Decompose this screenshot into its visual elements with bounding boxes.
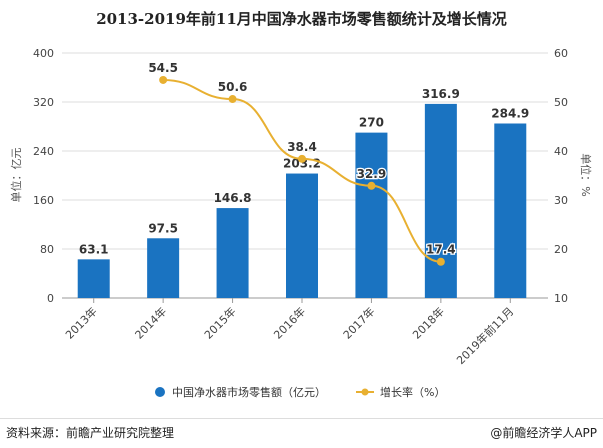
- growth-point: [228, 95, 237, 104]
- y-tick-label: 240: [33, 145, 54, 158]
- legend-bar-marker: [155, 387, 165, 397]
- bar: [147, 238, 180, 298]
- brand-note: @前瞻经济学人APP: [490, 426, 597, 440]
- x-tick-label: 2015年: [201, 304, 238, 341]
- bar: [424, 103, 457, 299]
- growth-point: [298, 154, 306, 163]
- y-tick-label: 160: [33, 194, 54, 207]
- bar-data-label: 146.8: [214, 191, 252, 205]
- growth-point: [367, 181, 376, 190]
- y2-axis-label: 单位：%: [579, 153, 593, 196]
- growth-point: [159, 75, 168, 84]
- y2-tick-label: 60: [554, 47, 568, 60]
- x-tick-label: 2013年: [62, 304, 99, 341]
- growth-data-label: 50.6: [218, 80, 248, 94]
- y2-tick-label: 10: [554, 292, 568, 305]
- legend-bar-label: 中国净水器市场零售额（亿元）: [172, 385, 326, 399]
- chart-title: 2013-2019年前11月中国净水器市场零售额统计及增长情况: [96, 10, 507, 28]
- bar-data-label: 63.1: [79, 242, 109, 256]
- x-tick-label: 2019年前11月: [453, 304, 516, 367]
- y-tick-label: 80: [40, 243, 54, 256]
- bar-data-label: 270: [359, 116, 384, 130]
- bar: [77, 259, 110, 298]
- bar: [286, 173, 318, 298]
- bar-data-label: 97.5: [148, 221, 178, 235]
- bar-data-label: 284.9: [491, 106, 529, 120]
- bar: [355, 132, 388, 298]
- x-tick-label: 2016年: [271, 304, 308, 341]
- bar: [216, 208, 249, 298]
- growth-point: [436, 257, 445, 266]
- x-tick-label: 2014年: [132, 304, 169, 341]
- growth-data-label: 32.9: [357, 167, 387, 181]
- x-tick-label: 2017年: [340, 304, 377, 341]
- growth-data-label: 17.4: [426, 243, 456, 257]
- footer-divider: [0, 418, 603, 419]
- y2-tick-label: 20: [554, 243, 568, 256]
- y2-tick-label: 40: [554, 145, 568, 158]
- y-tick-label: 320: [33, 96, 54, 109]
- source-note: 资料来源：前瞻产业研究院整理: [6, 426, 175, 440]
- y2-tick-label: 30: [554, 194, 568, 207]
- legend-line-label: 增长率（%）: [380, 385, 445, 399]
- growth-data-label: 54.5: [148, 61, 178, 75]
- y-tick-label: 0: [47, 292, 54, 305]
- x-tick-label: 2018年: [410, 304, 447, 341]
- y-tick-label: 400: [33, 47, 54, 60]
- y-axis-label: 单位：亿元: [9, 148, 23, 203]
- bar-data-label: 316.9: [422, 87, 460, 101]
- y2-tick-label: 50: [554, 96, 568, 109]
- bar: [494, 123, 527, 298]
- legend-line-dot: [361, 388, 369, 396]
- growth-data-label: 38.4: [287, 140, 317, 154]
